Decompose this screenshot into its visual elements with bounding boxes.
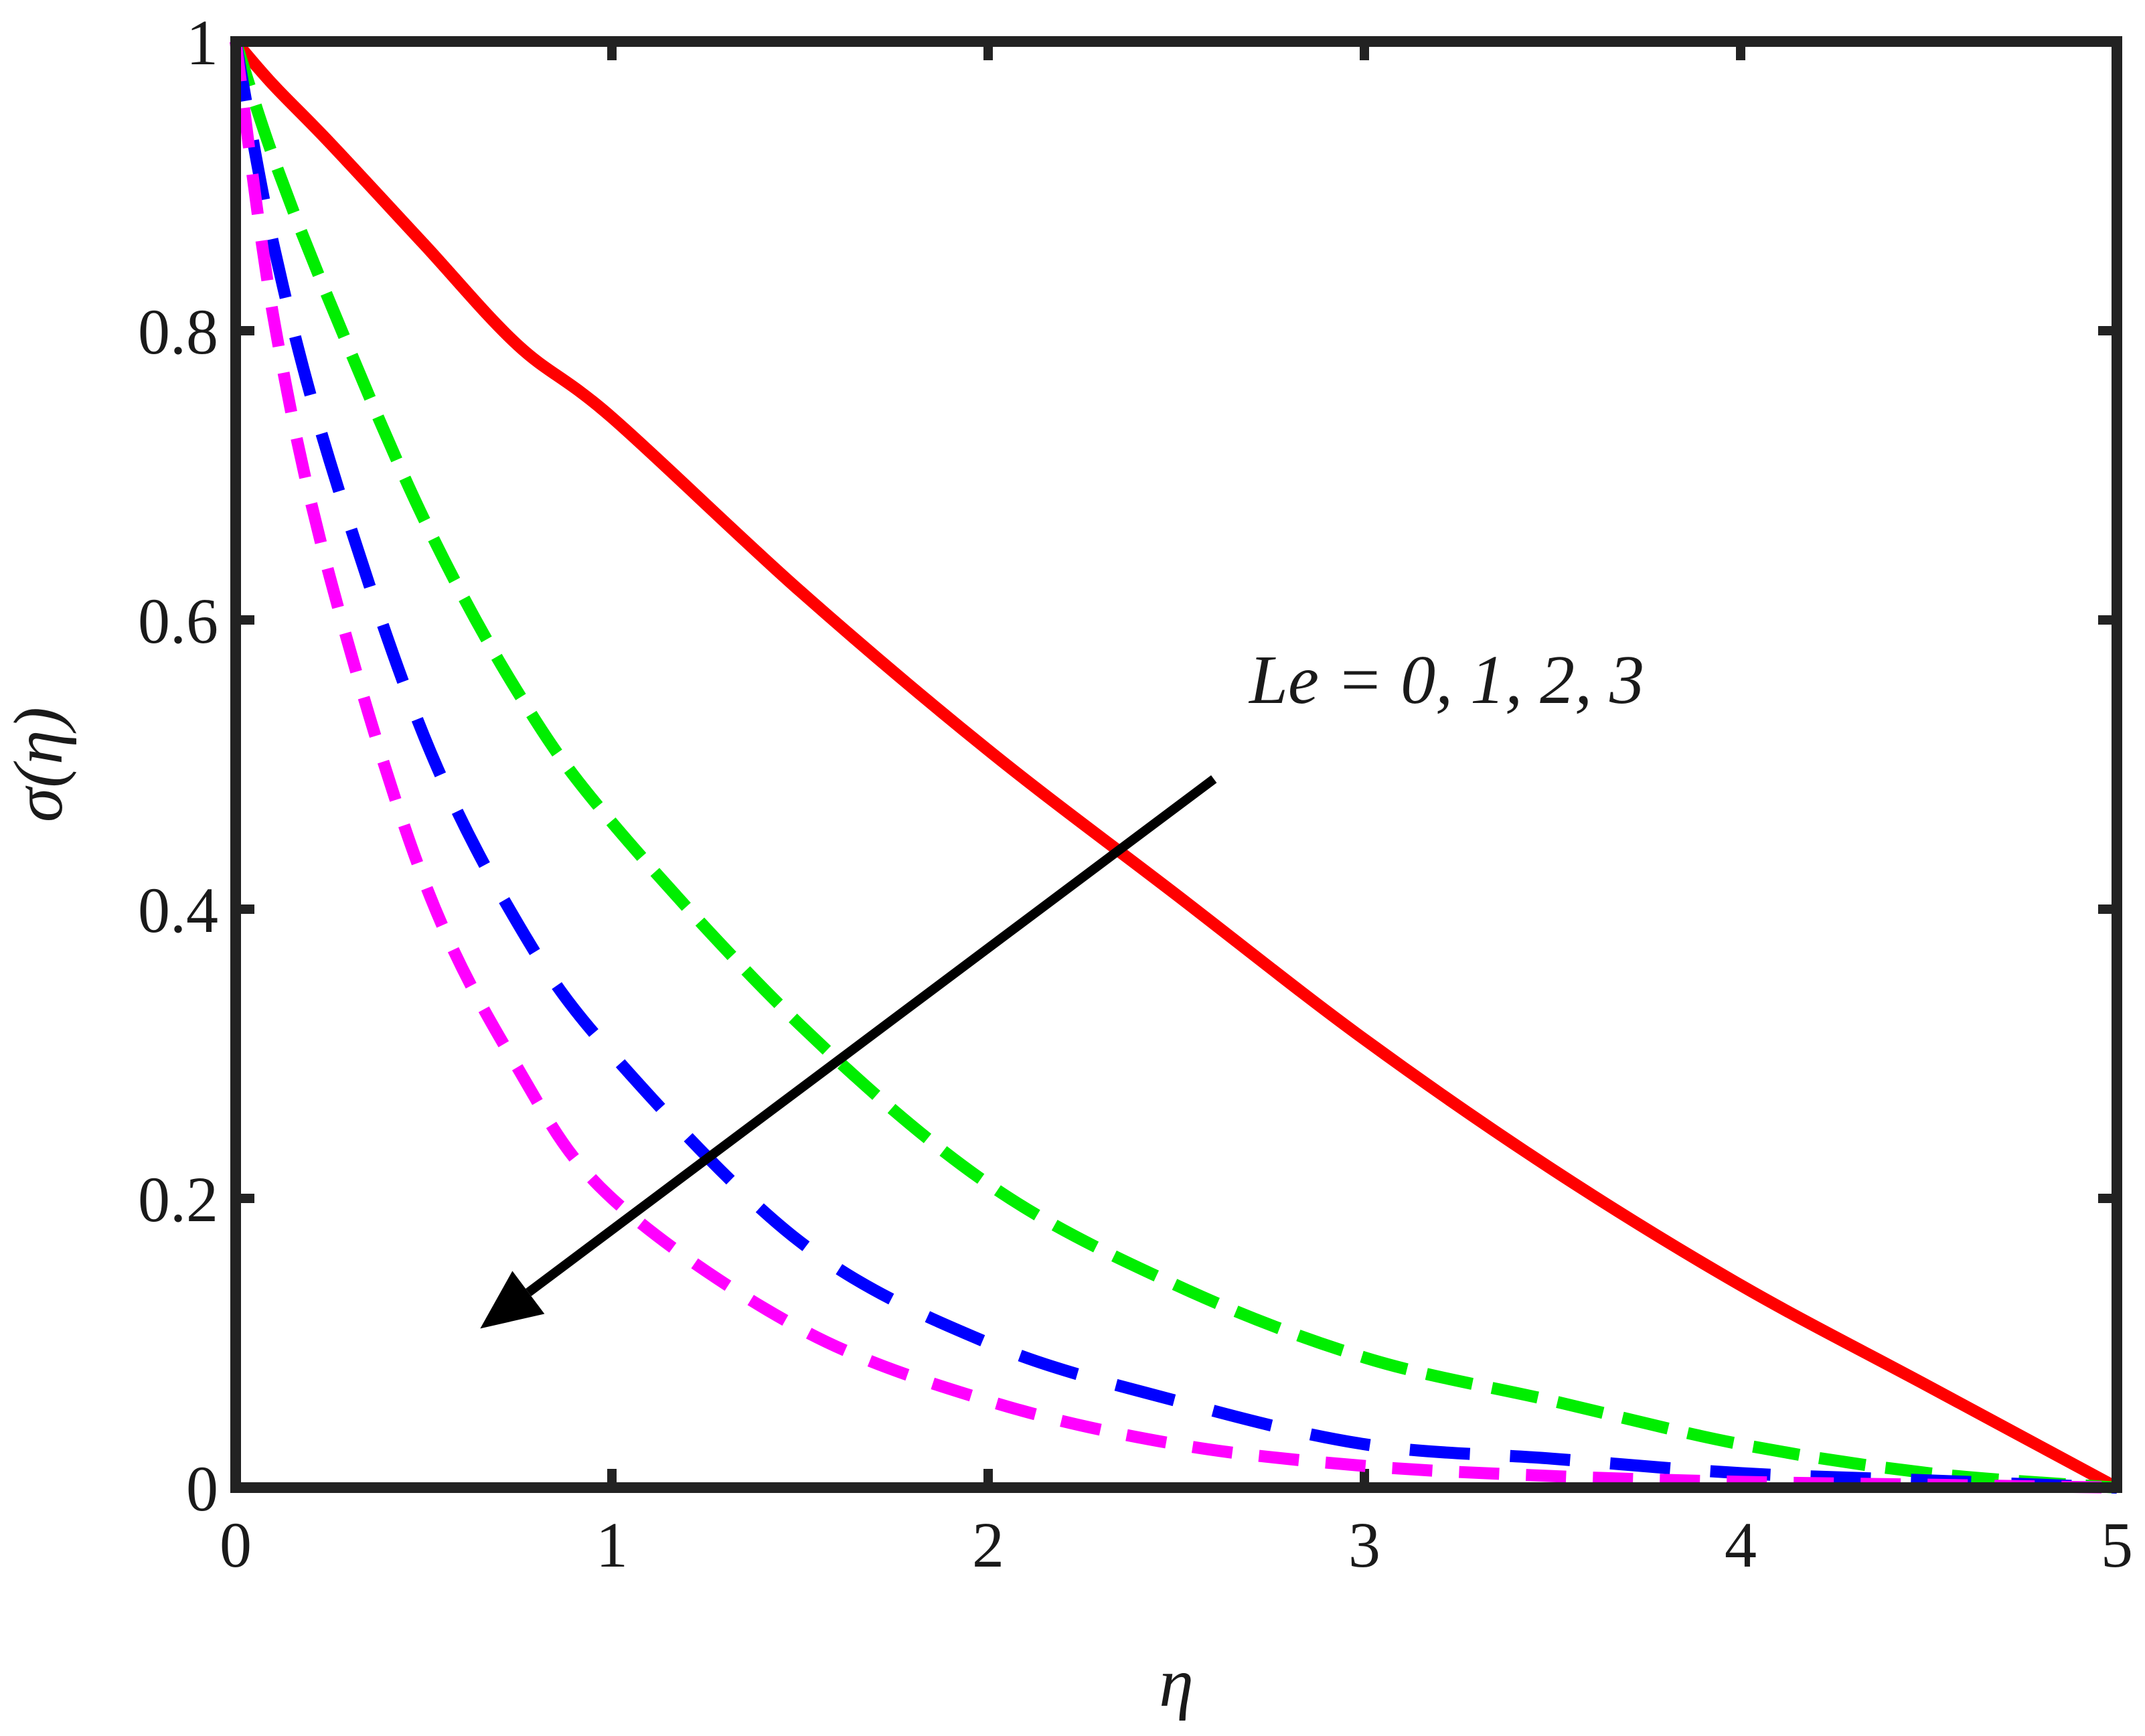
axis-ticks bbox=[231, 37, 2122, 1492]
plot-frame bbox=[230, 36, 2122, 1493]
y-tick-label: 0.6 bbox=[138, 585, 218, 657]
y-tick-label: 0.2 bbox=[138, 1164, 218, 1235]
y-axis-label: σ(η) bbox=[0, 707, 77, 822]
x-tick-label: 5 bbox=[2101, 1509, 2133, 1581]
annotation-arrow-shaft bbox=[526, 775, 1217, 1297]
series-line-2 bbox=[230, 40, 2118, 1494]
x-tick-label: 2 bbox=[972, 1509, 1004, 1581]
x-tick-label: 3 bbox=[1348, 1509, 1380, 1581]
series-line-3 bbox=[230, 40, 2118, 1494]
y-tick-label: 0.4 bbox=[138, 874, 218, 946]
x-tick-label: 4 bbox=[1725, 1509, 1757, 1581]
tick-labels: 0 1 2 3 4 5 0 0.2 0.4 0.6 0.8 1 bbox=[138, 7, 2133, 1581]
series-layer bbox=[230, 37, 2120, 1494]
x-tick-label: 1 bbox=[596, 1509, 628, 1581]
series-line-4 bbox=[230, 40, 2118, 1494]
series-line-1 bbox=[231, 37, 2120, 1493]
annotation-layer bbox=[480, 775, 1217, 1329]
y-tick-label: 0.8 bbox=[138, 296, 218, 368]
y-tick-label: 1 bbox=[186, 7, 218, 78]
annotation-text: Le = 0, 1, 2, 3 bbox=[1248, 641, 1644, 718]
y-tick-label: 0 bbox=[186, 1453, 218, 1524]
x-tick-label: 0 bbox=[220, 1509, 252, 1581]
x-axis-label: η bbox=[1159, 1644, 1194, 1721]
annotation-arrow-head bbox=[480, 1271, 545, 1329]
